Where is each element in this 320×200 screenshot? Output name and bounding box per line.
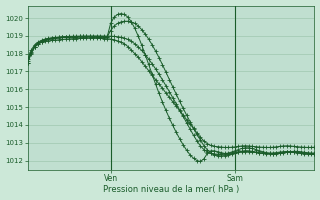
X-axis label: Pression niveau de la mer( hPa ): Pression niveau de la mer( hPa ) bbox=[103, 185, 239, 194]
